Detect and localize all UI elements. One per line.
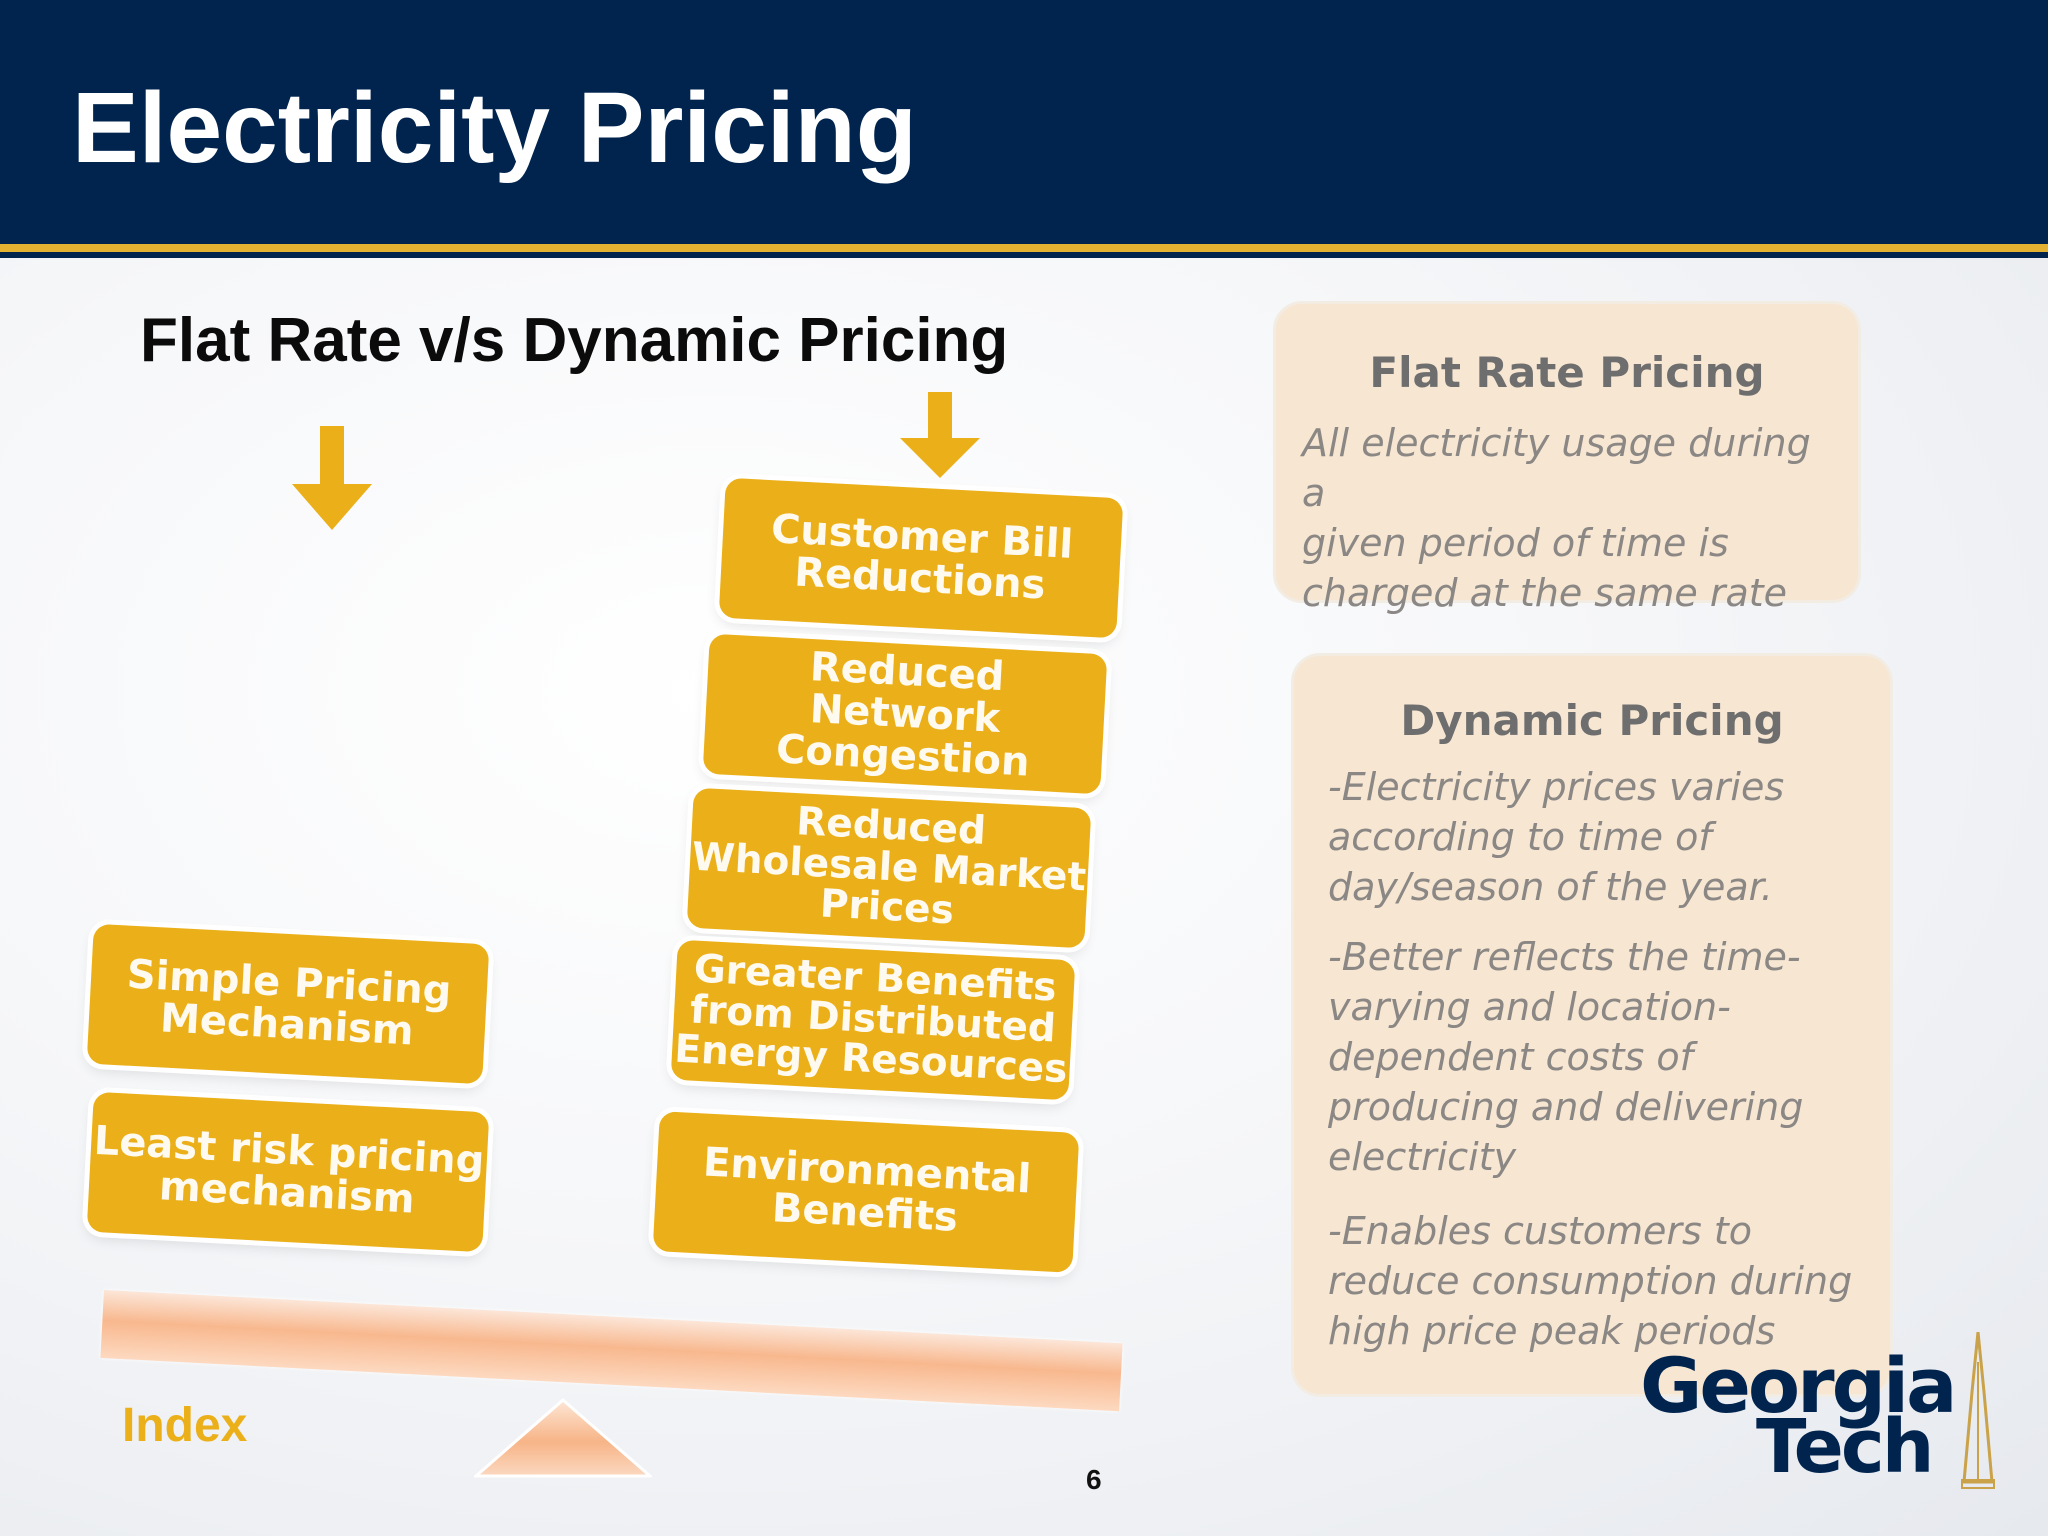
- arrow-down-icon: [900, 392, 980, 492]
- header-navy-stripe: [0, 252, 2048, 258]
- logo-text: Tech: [1756, 1404, 1934, 1490]
- arrow-down-icon: [292, 426, 372, 530]
- panel-text: -Better reflects the time- varying and l…: [1328, 935, 1804, 1179]
- dynamic-pricing-panel: Dynamic Pricing -Electricity prices vari…: [1294, 656, 1890, 1394]
- panel-title: Flat Rate Pricing: [1369, 348, 1765, 397]
- logo-text: Georgia: [1640, 1341, 1957, 1430]
- fulcrum-triangle: [472, 1398, 654, 1478]
- benefit-box: Environmental Benefits: [652, 1111, 1080, 1273]
- georgia-tech-logo: Georgia Tech: [1638, 1331, 1998, 1490]
- panel-title: Dynamic Pricing: [1400, 696, 1784, 745]
- tower-icon: [1958, 1331, 1998, 1492]
- benefit-box: Greater Benefits from Distributed Energy…: [670, 939, 1076, 1101]
- balance-beam: [100, 1290, 1123, 1412]
- header-gold-stripe: [0, 244, 2048, 252]
- benefit-box: Least risk pricing mechanism: [86, 1091, 490, 1253]
- flat-rate-panel: Flat Rate Pricing All electricity usage …: [1276, 304, 1858, 615]
- panel-text: All electricity usage during a given per…: [1302, 421, 1811, 615]
- benefit-box: Customer Bill Reductions: [718, 477, 1124, 639]
- index-link[interactable]: Index: [122, 1399, 248, 1452]
- header-bar: Electricity Pricing: [0, 0, 2048, 244]
- benefit-box: Reduced Wholesale Market Prices: [686, 787, 1092, 949]
- benefit-box: Reduced Network Congestion: [702, 633, 1108, 795]
- page-title: Electricity Pricing: [72, 72, 917, 184]
- page-number: 6: [1086, 1464, 1102, 1495]
- panel-text: -Electricity prices varies according to …: [1328, 765, 1785, 909]
- slide-subtitle: Flat Rate v/s Dynamic Pricing: [140, 306, 1009, 375]
- benefit-box: Simple Pricing Mechanism: [86, 923, 490, 1085]
- panel-text: -Enables customers to reduce consumption…: [1328, 1209, 1853, 1353]
